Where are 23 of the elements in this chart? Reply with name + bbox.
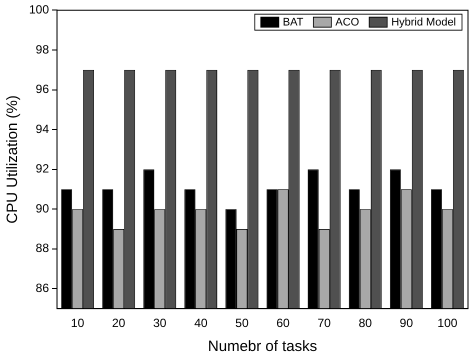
y-tick-label: 94 xyxy=(36,122,50,136)
legend-label: BAT xyxy=(282,16,304,29)
x-tick-label: 30 xyxy=(153,316,167,330)
x-tick-label: 70 xyxy=(317,316,332,330)
x-tick-label: 100 xyxy=(437,316,458,330)
x-tick-label: 60 xyxy=(276,316,290,330)
x-tick-label: 80 xyxy=(358,316,372,330)
x-axis-title: Numebr of tasks xyxy=(208,338,318,356)
legend-label: ACO xyxy=(335,16,360,29)
x-tick-label: 50 xyxy=(235,316,249,330)
y-tick-label: 98 xyxy=(36,42,50,56)
y-tick-label: 96 xyxy=(36,82,50,96)
y-tick-label: 92 xyxy=(36,162,50,176)
x-tick-label: 40 xyxy=(194,316,208,330)
y-tick-label: 86 xyxy=(36,281,50,296)
x-tick-label: 90 xyxy=(400,316,414,330)
y-tick-label: 88 xyxy=(36,241,50,256)
y-tick-label: 100 xyxy=(28,2,50,17)
y-axis-title: CPU Utilization (%) xyxy=(4,95,22,224)
legend-label: Hybrid Model xyxy=(391,16,456,29)
x-tick-label: 10 xyxy=(70,316,85,330)
y-tick-label: 90 xyxy=(36,201,50,216)
x-tick-label: 20 xyxy=(112,316,126,330)
